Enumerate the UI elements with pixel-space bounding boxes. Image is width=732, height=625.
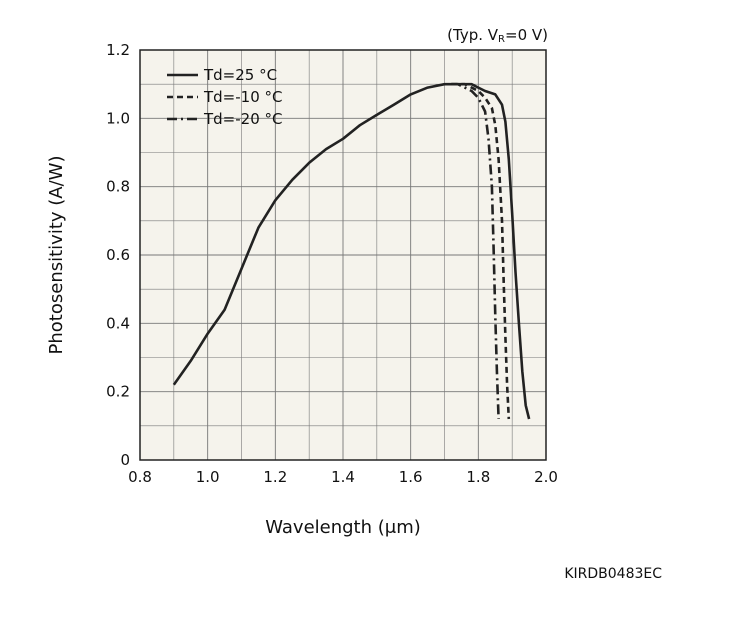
x-tick-label: 1.2 [263,468,287,486]
condition-prefix: (Typ. V [447,26,499,44]
condition-suffix: =0 V) [505,26,548,44]
y-tick-label: 0.2 [106,383,130,401]
series-line-2 [451,82,511,420]
condition-subscript: R [498,34,505,45]
legend-label: Td=-10 °C [203,88,283,106]
plot-border [139,49,547,461]
y-tick-label: 0 [120,451,130,469]
y-tick-label: 1.0 [106,109,130,127]
y-axis-title: Photosensitivity (A/W) [46,156,67,355]
grid-lines [140,50,546,460]
x-tick-label: 2.0 [534,468,558,486]
x-axis-ticks: 0.8 1.0 1.2 1.4 1.6 1.8 2.0 [128,468,558,486]
series-group [172,82,531,420]
x-tick-label: 1.6 [399,468,423,486]
x-tick-label: 1.8 [466,468,490,486]
x-axis-title: Wavelength (μm) [265,517,421,538]
legend-label: Td=25 °C [203,66,277,84]
series-line-3 [451,82,500,420]
series-line-1 [172,82,531,420]
y-tick-label: 0.8 [106,178,130,196]
x-tick-label: 1.0 [196,468,220,486]
x-tick-label: 1.4 [331,468,355,486]
y-tick-label: 0.4 [106,314,130,332]
legend-label: Td=-20 °C [203,110,283,128]
legend: Td=25 °C Td=-10 °C Td=-20 °C [167,66,283,128]
condition-label: (Typ. VR=0 V) [447,26,548,45]
y-tick-label: 1.2 [106,41,130,59]
y-tick-label: 0.6 [106,246,130,264]
x-tick-label: 0.8 [128,468,152,486]
document-code: KIRDB0483EC [564,566,662,582]
y-axis-ticks: 0 0.2 0.4 0.6 0.8 1.0 1.2 [106,41,130,469]
